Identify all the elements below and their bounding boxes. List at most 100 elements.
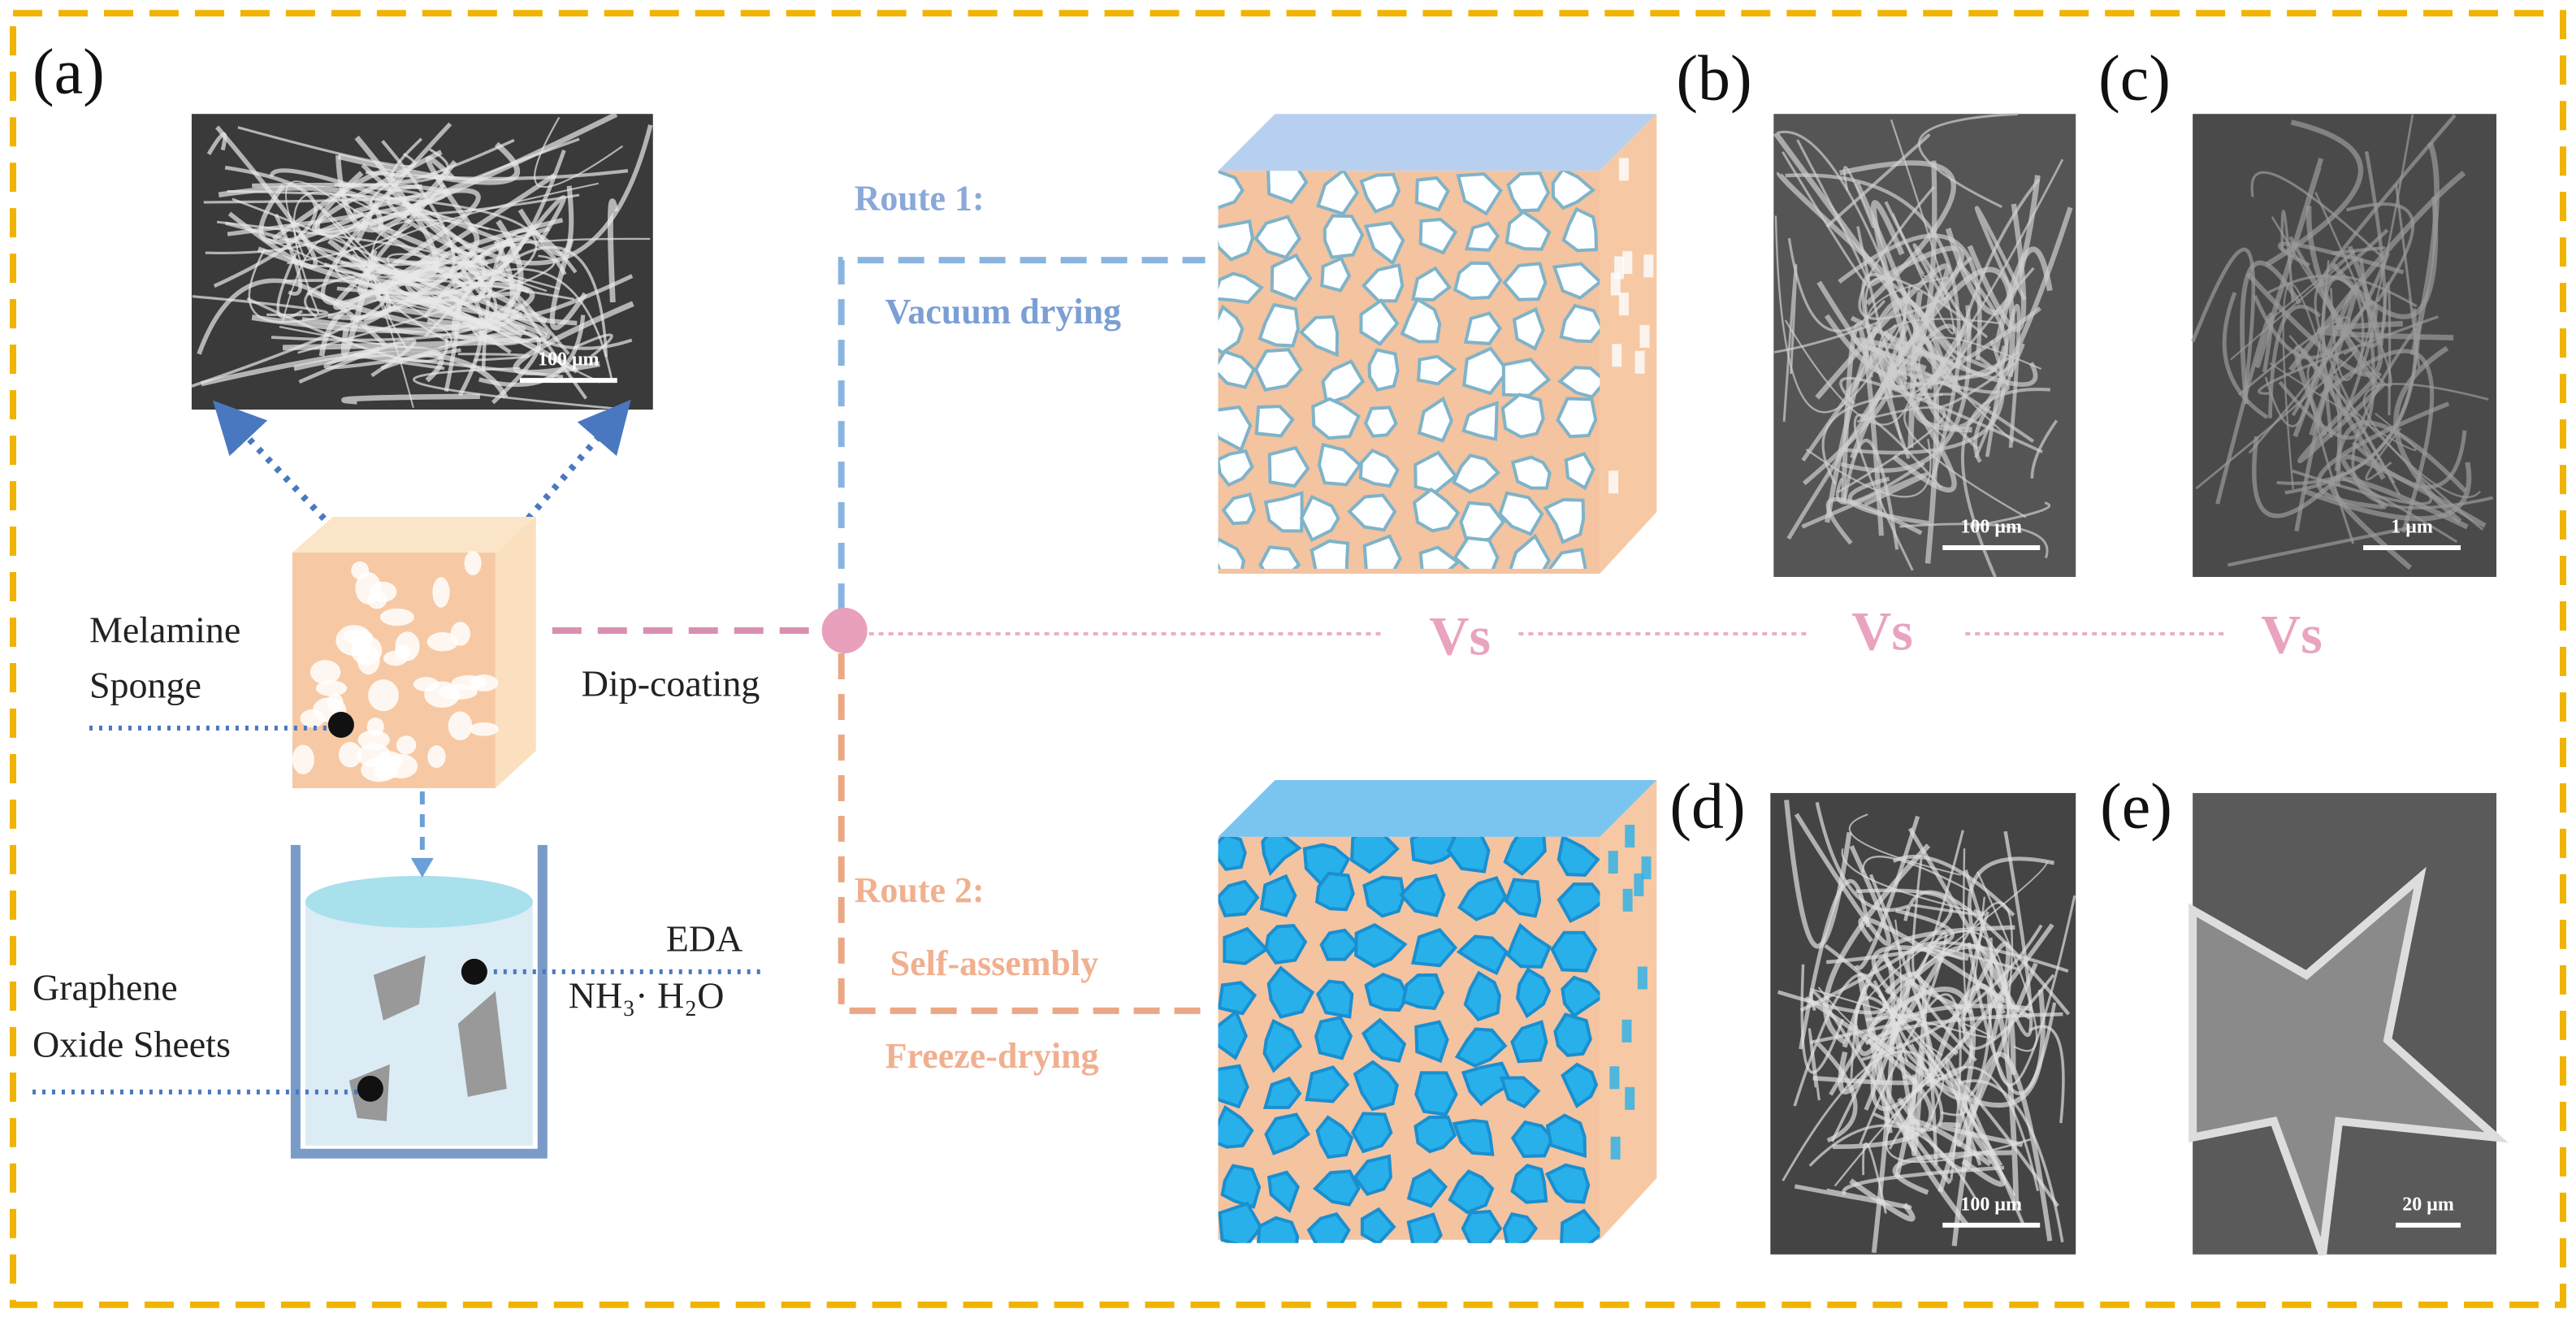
pore [1363,405,1398,438]
layout [32,111,2509,1256]
fiber [1823,843,1931,1045]
pore [1502,262,1548,301]
pore [1362,875,1406,918]
junction [821,608,868,654]
pore [1321,359,1366,406]
pore [1417,396,1454,443]
fiber [1903,890,2071,1016]
pore [1218,171,1245,210]
pore [1553,1012,1592,1057]
fiber [1915,943,2016,1075]
pore [1218,405,1253,453]
go-sheet [457,991,507,1097]
pore [1319,928,1361,961]
pore [1218,981,1258,1016]
fiber [1777,130,1918,351]
pore [1266,1170,1300,1214]
pore [1362,534,1402,570]
fiber [214,125,318,269]
pore [1510,455,1552,490]
pore [1561,975,1600,1018]
fiber [2240,260,2302,405]
pore [1561,206,1599,253]
pore [1453,261,1503,301]
fiber [2288,335,2482,498]
pore [1406,1168,1448,1208]
fiber [276,252,303,319]
panel-label: (b) [1676,43,1751,115]
fiber [1805,438,1932,498]
pore [1254,405,1295,438]
pore [413,677,439,692]
pore [1504,878,1542,918]
side-pore [1625,824,1635,848]
pore [395,631,420,661]
label: NH₃· H₂O [569,974,725,1016]
pore [1218,304,1245,355]
side-pore [1641,856,1652,880]
pore [1218,1201,1263,1243]
fiber [1956,178,2041,346]
fiber [197,278,387,355]
pore [1313,1169,1361,1207]
fiber [1969,501,2051,528]
pore [1509,533,1552,570]
pore [357,645,380,675]
pointer-dot [357,1075,383,1102]
pore [1399,874,1446,917]
fiber [1870,200,1909,349]
fiber [2028,1025,2065,1124]
pore [1314,1015,1353,1060]
pore [426,632,459,652]
fiber [248,249,379,323]
pore [1316,171,1360,216]
pore [1416,354,1457,386]
fiber [2191,247,2256,394]
pore [1502,1212,1539,1243]
pore [1501,358,1552,397]
fiber [369,171,580,216]
pore [1453,535,1500,570]
pore [373,765,398,780]
pore [1258,302,1300,348]
pore [1512,306,1545,351]
fiber [2264,260,2330,427]
pore [1218,836,1247,871]
pore [1515,967,1552,1019]
fiber [224,221,368,267]
fiber [1853,414,1942,571]
pore [1414,450,1458,494]
cube-side [1600,114,1657,574]
side-pore [1618,293,1629,316]
fiber [1945,1057,2026,1226]
side-pore [1614,256,1625,280]
pore [1306,1212,1351,1243]
pore [1305,1065,1350,1103]
pore [1261,836,1302,877]
pore [1410,266,1453,301]
fiber [334,148,449,187]
fiber [1840,305,1972,473]
pore [396,735,417,755]
pore [1263,490,1304,533]
fiber [1857,973,1893,1134]
fiber [517,185,574,257]
fiber [1917,260,2009,380]
pore [1446,836,1491,874]
pore [427,745,446,769]
scale-label: 1 μm [2391,517,2433,538]
pore [1353,1060,1400,1112]
pore [1218,219,1254,262]
pore [1361,1017,1407,1063]
fiber [369,223,548,324]
fiber [1907,291,1924,449]
pore [1560,1208,1600,1243]
fiber [1908,267,2015,377]
go-sheet [373,955,426,1021]
fiber [574,333,613,358]
fiber [1961,388,2050,578]
fiber [2303,462,2472,522]
fiber [2284,308,2418,495]
pore [1504,210,1552,251]
pore [1556,836,1600,877]
